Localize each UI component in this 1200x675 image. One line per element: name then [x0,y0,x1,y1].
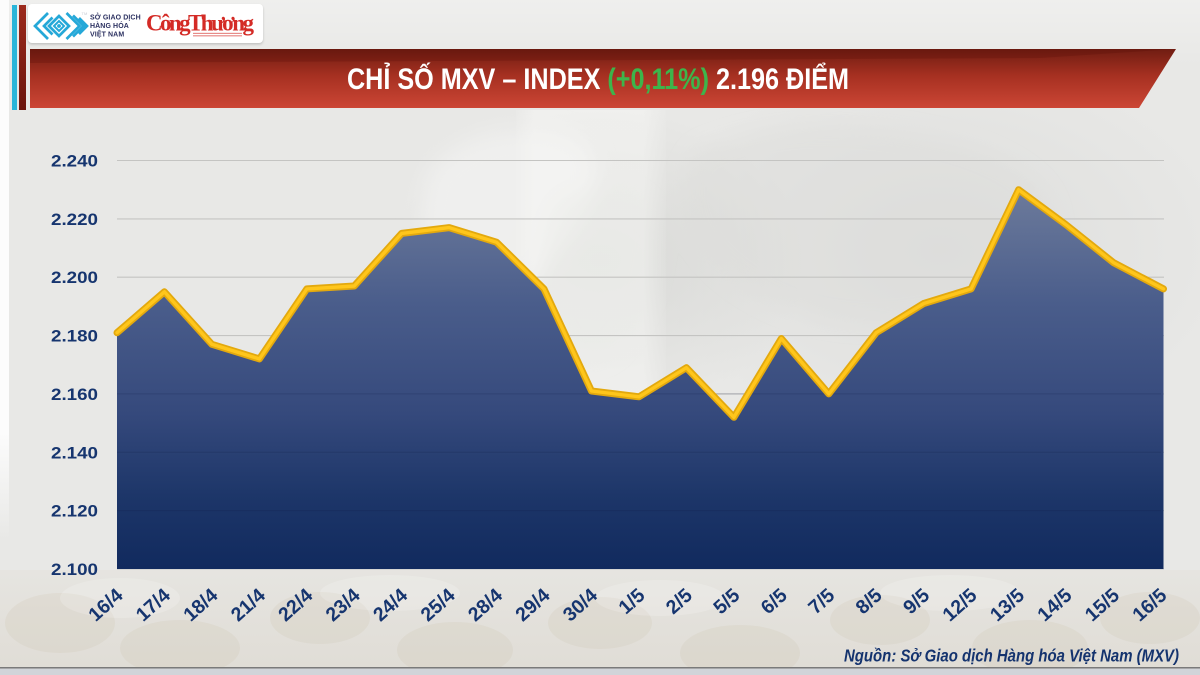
svg-text:15/5: 15/5 [1081,584,1124,626]
svg-text:2.140: 2.140 [51,443,98,462]
svg-text:13/5: 13/5 [986,584,1029,626]
svg-text:30/4: 30/4 [559,584,602,626]
svg-text:29/4: 29/4 [511,584,554,626]
svg-text:2.240: 2.240 [51,152,98,171]
svg-text:2.180: 2.180 [51,327,98,346]
svg-text:2.220: 2.220 [51,210,98,229]
svg-text:23/4: 23/4 [322,584,365,626]
svg-text:25/4: 25/4 [417,584,460,626]
svg-text:9/5: 9/5 [899,584,934,619]
svg-text:12/5: 12/5 [939,584,982,626]
svg-text:6/5: 6/5 [757,584,792,619]
svg-text:2.100: 2.100 [51,560,98,579]
svg-text:SỞ GIAO DỊCH: SỞ GIAO DỊCH [90,13,141,22]
svg-text:VIỆT NAM: VIỆT NAM [90,30,124,39]
svg-text:16/5: 16/5 [1128,584,1171,626]
svg-text:5/5: 5/5 [709,584,744,619]
svg-text:2.160: 2.160 [51,385,98,404]
svg-text:22/4: 22/4 [274,584,317,626]
svg-text:1/5: 1/5 [614,584,649,619]
svg-text:28/4: 28/4 [464,584,507,626]
svg-text:TM: TM [82,11,88,16]
svg-text:CôngThương: CôngThương [146,11,255,36]
svg-text:2/5: 2/5 [662,584,697,619]
svg-text:Nguồn: Sở Giao dịch Hàng hóa V: Nguồn: Sở Giao dịch Hàng hóa Việt Nam (M… [844,646,1179,666]
svg-text:2.200: 2.200 [51,268,98,287]
svg-text:18/4: 18/4 [179,584,222,626]
svg-text:7/5: 7/5 [804,584,839,619]
svg-text:2.120: 2.120 [51,502,98,521]
svg-text:HÀNG HÓA: HÀNG HÓA [90,21,129,30]
svg-text:8/5: 8/5 [852,584,887,619]
svg-text:21/4: 21/4 [227,584,270,626]
svg-text:24/4: 24/4 [369,584,412,626]
svg-text:16/4: 16/4 [84,584,127,626]
svg-text:17/4: 17/4 [132,584,175,626]
svg-text:14/5: 14/5 [1033,584,1076,626]
